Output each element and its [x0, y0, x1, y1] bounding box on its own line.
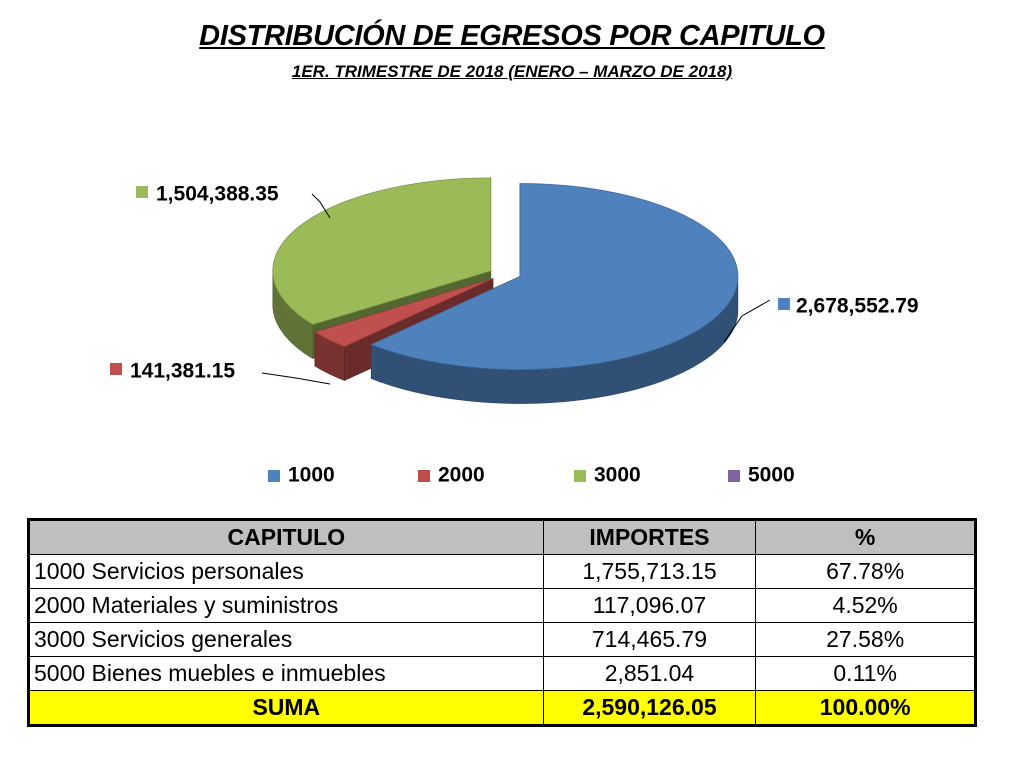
row-capitulo: 2000 Materiales y suministros: [29, 588, 544, 623]
legend-label-1000: 1000: [288, 464, 335, 487]
legend-swatch-1000: [268, 470, 280, 482]
total-importe: 2,590,126.05: [542, 690, 757, 725]
total-percent: 100.00%: [755, 690, 975, 725]
row-importe: 117,096.07: [542, 588, 757, 623]
row-capitulo: 1000 Servicios personales: [29, 554, 544, 589]
summary-table-container: CAPITULO IMPORTES % 1000 Servicios perso…: [27, 518, 977, 727]
summary-table: CAPITULO IMPORTES % 1000 Servicios perso…: [29, 520, 975, 725]
leader-line-3000: [311, 193, 331, 219]
row-importe: 714,465.79: [542, 622, 757, 657]
row-percent: 4.52%: [755, 588, 975, 623]
label-marker-1000: [778, 298, 790, 310]
legend-swatch-3000: [574, 470, 586, 482]
row-capitulo: 5000 Bienes muebles e inmuebles: [29, 656, 544, 691]
total-row: SUMA 2,590,126.05 100.00%: [29, 690, 975, 725]
data-label-1000: 2,678,552.79: [796, 295, 919, 318]
label-marker-2000: [110, 363, 122, 375]
pie-chart: 2,678,552.79 141,381.15 1,504,388.35 1000 20…: [110, 177, 919, 487]
legend: 1000 2000 3000 5000: [268, 464, 795, 487]
header-percent: %: [755, 520, 975, 555]
table-header-row: CAPITULO IMPORTES %: [29, 520, 975, 555]
table-row: 3000 Servicios generales 714,465.79 27.5…: [29, 622, 975, 657]
chart-subtitle: 1ER. TRIMESTRE DE 2018 (ENERO – MARZO DE…: [291, 62, 733, 81]
pie-slice-2000: [313, 278, 494, 347]
leader-line-2000: [261, 372, 331, 385]
row-percent: 0.11%: [755, 656, 975, 691]
total-label: SUMA: [29, 690, 544, 725]
leader-line-1000: [723, 299, 771, 343]
chart-title: DISTRIBUCIÓN DE EGRESOS POR CAPITULO: [199, 20, 825, 52]
row-percent: 67.78%: [755, 554, 975, 589]
row-capitulo: 3000 Servicios generales: [29, 622, 544, 657]
table-row: 2000 Materiales y suministros 117,096.07…: [29, 588, 975, 623]
row-percent: 27.58%: [755, 622, 975, 657]
legend-label-3000: 3000: [594, 464, 641, 487]
row-importe: 2,851.04: [542, 656, 757, 691]
pie-tops: [272, 177, 739, 370]
data-label-3000: 1,504,388.35: [156, 183, 279, 206]
header-importes: IMPORTES: [542, 520, 757, 555]
label-marker-3000: [136, 186, 148, 198]
legend-swatch-2000: [418, 470, 430, 482]
header-capitulo: CAPITULO: [29, 520, 544, 555]
table-row: 1000 Servicios personales 1,755,713.15 6…: [29, 554, 975, 589]
table-row: 5000 Bienes muebles e inmuebles 2,851.04…: [29, 656, 975, 691]
legend-label-2000: 2000: [438, 464, 485, 487]
row-importe: 1,755,713.15: [542, 554, 757, 589]
legend-swatch-5000: [728, 470, 740, 482]
data-label-2000: 141,381.15: [130, 360, 235, 383]
legend-label-5000: 5000: [748, 464, 795, 487]
pie-slice-1000: [370, 183, 739, 370]
data-labels: 2,678,552.79 141,381.15 1,504,388.35: [110, 183, 919, 385]
